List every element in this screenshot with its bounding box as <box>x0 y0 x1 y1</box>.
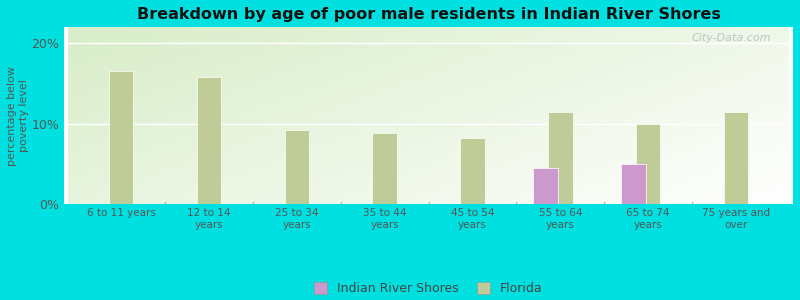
Title: Breakdown by age of poor male residents in Indian River Shores: Breakdown by age of poor male residents … <box>137 7 721 22</box>
Bar <box>197 77 222 204</box>
Text: City-Data.com: City-Data.com <box>692 33 771 43</box>
Bar <box>285 130 309 204</box>
Bar <box>548 112 573 204</box>
Bar <box>636 124 661 204</box>
Bar <box>109 71 134 204</box>
Legend: Indian River Shores, Florida: Indian River Shores, Florida <box>310 277 548 300</box>
Bar <box>534 168 558 204</box>
Bar <box>621 164 646 204</box>
Bar <box>724 112 748 204</box>
Bar <box>372 133 397 204</box>
Y-axis label: percentage below
poverty level: percentage below poverty level <box>7 66 29 166</box>
Bar <box>460 138 485 204</box>
